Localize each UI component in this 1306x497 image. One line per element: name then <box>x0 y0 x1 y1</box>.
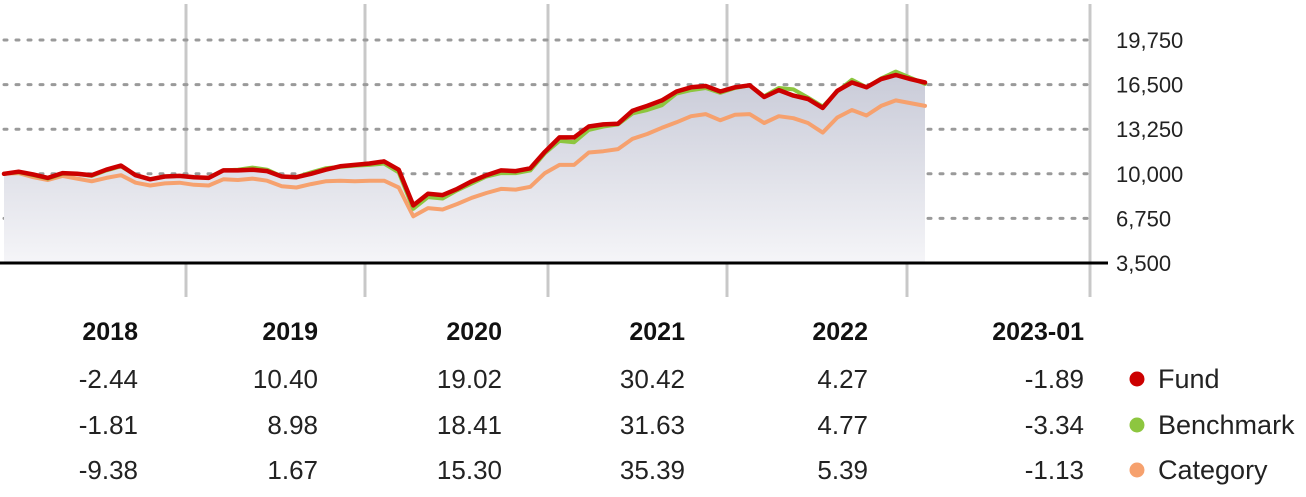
return-value: 5.39 <box>817 455 868 485</box>
year-label: 2019 <box>262 318 318 346</box>
return-value: 19.02 <box>437 364 502 394</box>
return-value: 18.41 <box>437 410 502 440</box>
return-value: 4.77 <box>817 410 868 440</box>
fund-area <box>4 75 925 263</box>
return-value: -1.13 <box>1025 455 1084 485</box>
legend-marker-category <box>1129 462 1145 478</box>
legend-label-fund: Fund <box>1158 364 1220 394</box>
return-value: -9.38 <box>79 455 138 485</box>
y-axis: 19,750 16,500 13,250 10,000 6,750 3,500 <box>0 28 1183 276</box>
y-tick-label: 19,750 <box>1116 28 1183 53</box>
legend: Fund Benchmark Category <box>1129 364 1295 485</box>
return-value: 15.30 <box>437 455 502 485</box>
return-value: 30.42 <box>620 364 685 394</box>
y-tick-label: 16,500 <box>1116 73 1183 98</box>
legend-marker-benchmark <box>1129 417 1145 433</box>
return-value: 31.63 <box>620 410 685 440</box>
legend-marker-fund <box>1129 371 1145 387</box>
return-value: 8.98 <box>267 410 318 440</box>
year-label: 2021 <box>629 318 685 346</box>
y-tick-label: 10,000 <box>1116 162 1183 187</box>
return-value: -1.81 <box>79 410 138 440</box>
year-label: 2023-01 <box>992 318 1084 346</box>
return-value: 4.27 <box>817 364 868 394</box>
year-label: 2018 <box>82 318 138 346</box>
year-label: 2020 <box>446 318 502 346</box>
y-tick-label: 6,750 <box>1116 206 1171 231</box>
return-value: 10.40 <box>253 364 318 394</box>
series-lines <box>1 69 928 219</box>
y-tick-label: 3,500 <box>1116 251 1171 276</box>
legend-label-category: Category <box>1158 455 1268 485</box>
series-line-category <box>2 98 927 219</box>
return-value: 1.67 <box>267 455 318 485</box>
return-value: -3.34 <box>1025 410 1084 440</box>
legend-label-benchmark: Benchmark <box>1158 410 1295 440</box>
return-value: 35.39 <box>620 455 685 485</box>
returns-table: 2018 2019 2020 2021 2022 2023-01 -2.44 10.40 19.… <box>79 318 1084 485</box>
y-tick-label: 13,250 <box>1116 117 1183 142</box>
fund-area-fill <box>4 75 925 263</box>
year-label: 2022 <box>812 318 868 346</box>
return-value: -1.89 <box>1025 364 1084 394</box>
return-value: -2.44 <box>79 364 138 394</box>
series-line-fund <box>1 72 928 208</box>
